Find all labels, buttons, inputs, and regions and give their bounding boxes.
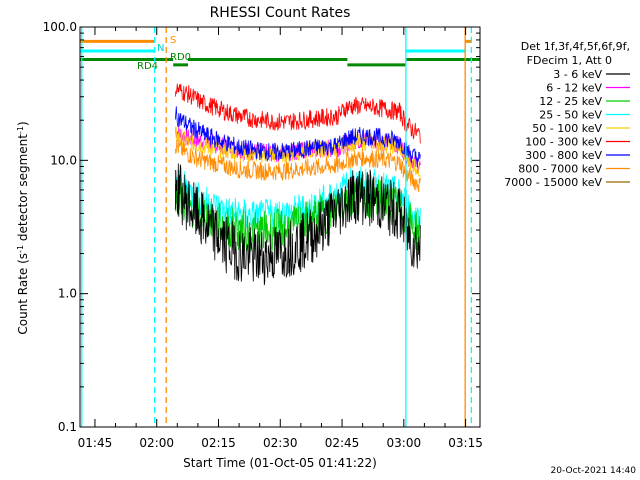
state-label: N — [157, 43, 164, 54]
legend-label-1: 6 - 12 keV — [546, 82, 602, 95]
series-line-0 — [174, 163, 421, 286]
x-tick-label: 03:15 — [448, 436, 483, 450]
legend-label-7: 800 - 7000 keV — [518, 163, 602, 176]
chart-title: RHESSI Count Rates — [210, 5, 351, 21]
x-tick-label: 02:30 — [263, 436, 298, 450]
y-axis-label: Count Rate (s-1 detector segment-1) — [16, 121, 31, 334]
state-label: RD4 — [137, 61, 158, 72]
legend-label-8: 7000 - 15000 keV — [504, 176, 602, 189]
legend-label-6: 300 - 800 keV — [525, 149, 602, 162]
y-tick-label: 100.0 — [43, 20, 77, 34]
legend-label-3: 25 - 50 keV — [539, 109, 602, 122]
x-tick-label: 02:45 — [325, 436, 360, 450]
state-label: RD0 — [170, 52, 191, 63]
x-tick-label: 03:00 — [387, 436, 422, 450]
legend-label-2: 12 - 25 keV — [539, 95, 602, 108]
state-label: S — [170, 35, 176, 46]
y-axis-label-pre: Count Rate (s — [16, 253, 30, 335]
x-tick-label: 02:00 — [139, 436, 174, 450]
legend-label-5: 100 - 300 keV — [525, 136, 602, 149]
series-line-6 — [174, 106, 421, 168]
trace-layer — [174, 83, 421, 286]
y-axis-label-mid: detector segment — [16, 134, 30, 245]
series-line-7 — [174, 139, 421, 193]
y-axis-label-sup1: -1 — [16, 245, 25, 253]
legend: Det 1f,3f,4f,5f,6f,9f, FDecim 1, Att 0 3… — [504, 40, 630, 189]
x-axis: 01:45 02:00 02:15 02:30 02:45 03:00 03:15 — [78, 27, 483, 450]
legend-label-4: 50 - 100 keV — [532, 122, 602, 135]
series-line-5 — [174, 83, 421, 144]
y-axis-label-sup2: -1 — [16, 126, 25, 134]
x-tick-label: 02:15 — [201, 436, 236, 450]
y-axis: 0.1 1.0 10.0 100.0 — [43, 20, 480, 434]
y-tick-label: 0.1 — [58, 420, 77, 434]
x-axis-label: Start Time (01-Oct-05 01:41:22) — [183, 456, 377, 470]
legend-header-1: Det 1f,3f,4f,5f,6f,9f, — [521, 40, 630, 53]
vline-layer — [81, 27, 473, 427]
legend-label-0: 3 - 6 keV — [553, 68, 602, 81]
y-tick-label: 1.0 — [58, 287, 77, 301]
y-tick-label: 10.0 — [50, 153, 77, 167]
segment-layer: SN RD4 RD0 — [80, 35, 480, 72]
legend-header-2: FDecim 1, Att 0 — [527, 54, 612, 67]
x-tick-label: 01:45 — [78, 436, 113, 450]
timestamp: 20-Oct-2021 14:40 — [551, 466, 637, 476]
y-axis-label-post: ) — [16, 121, 30, 126]
